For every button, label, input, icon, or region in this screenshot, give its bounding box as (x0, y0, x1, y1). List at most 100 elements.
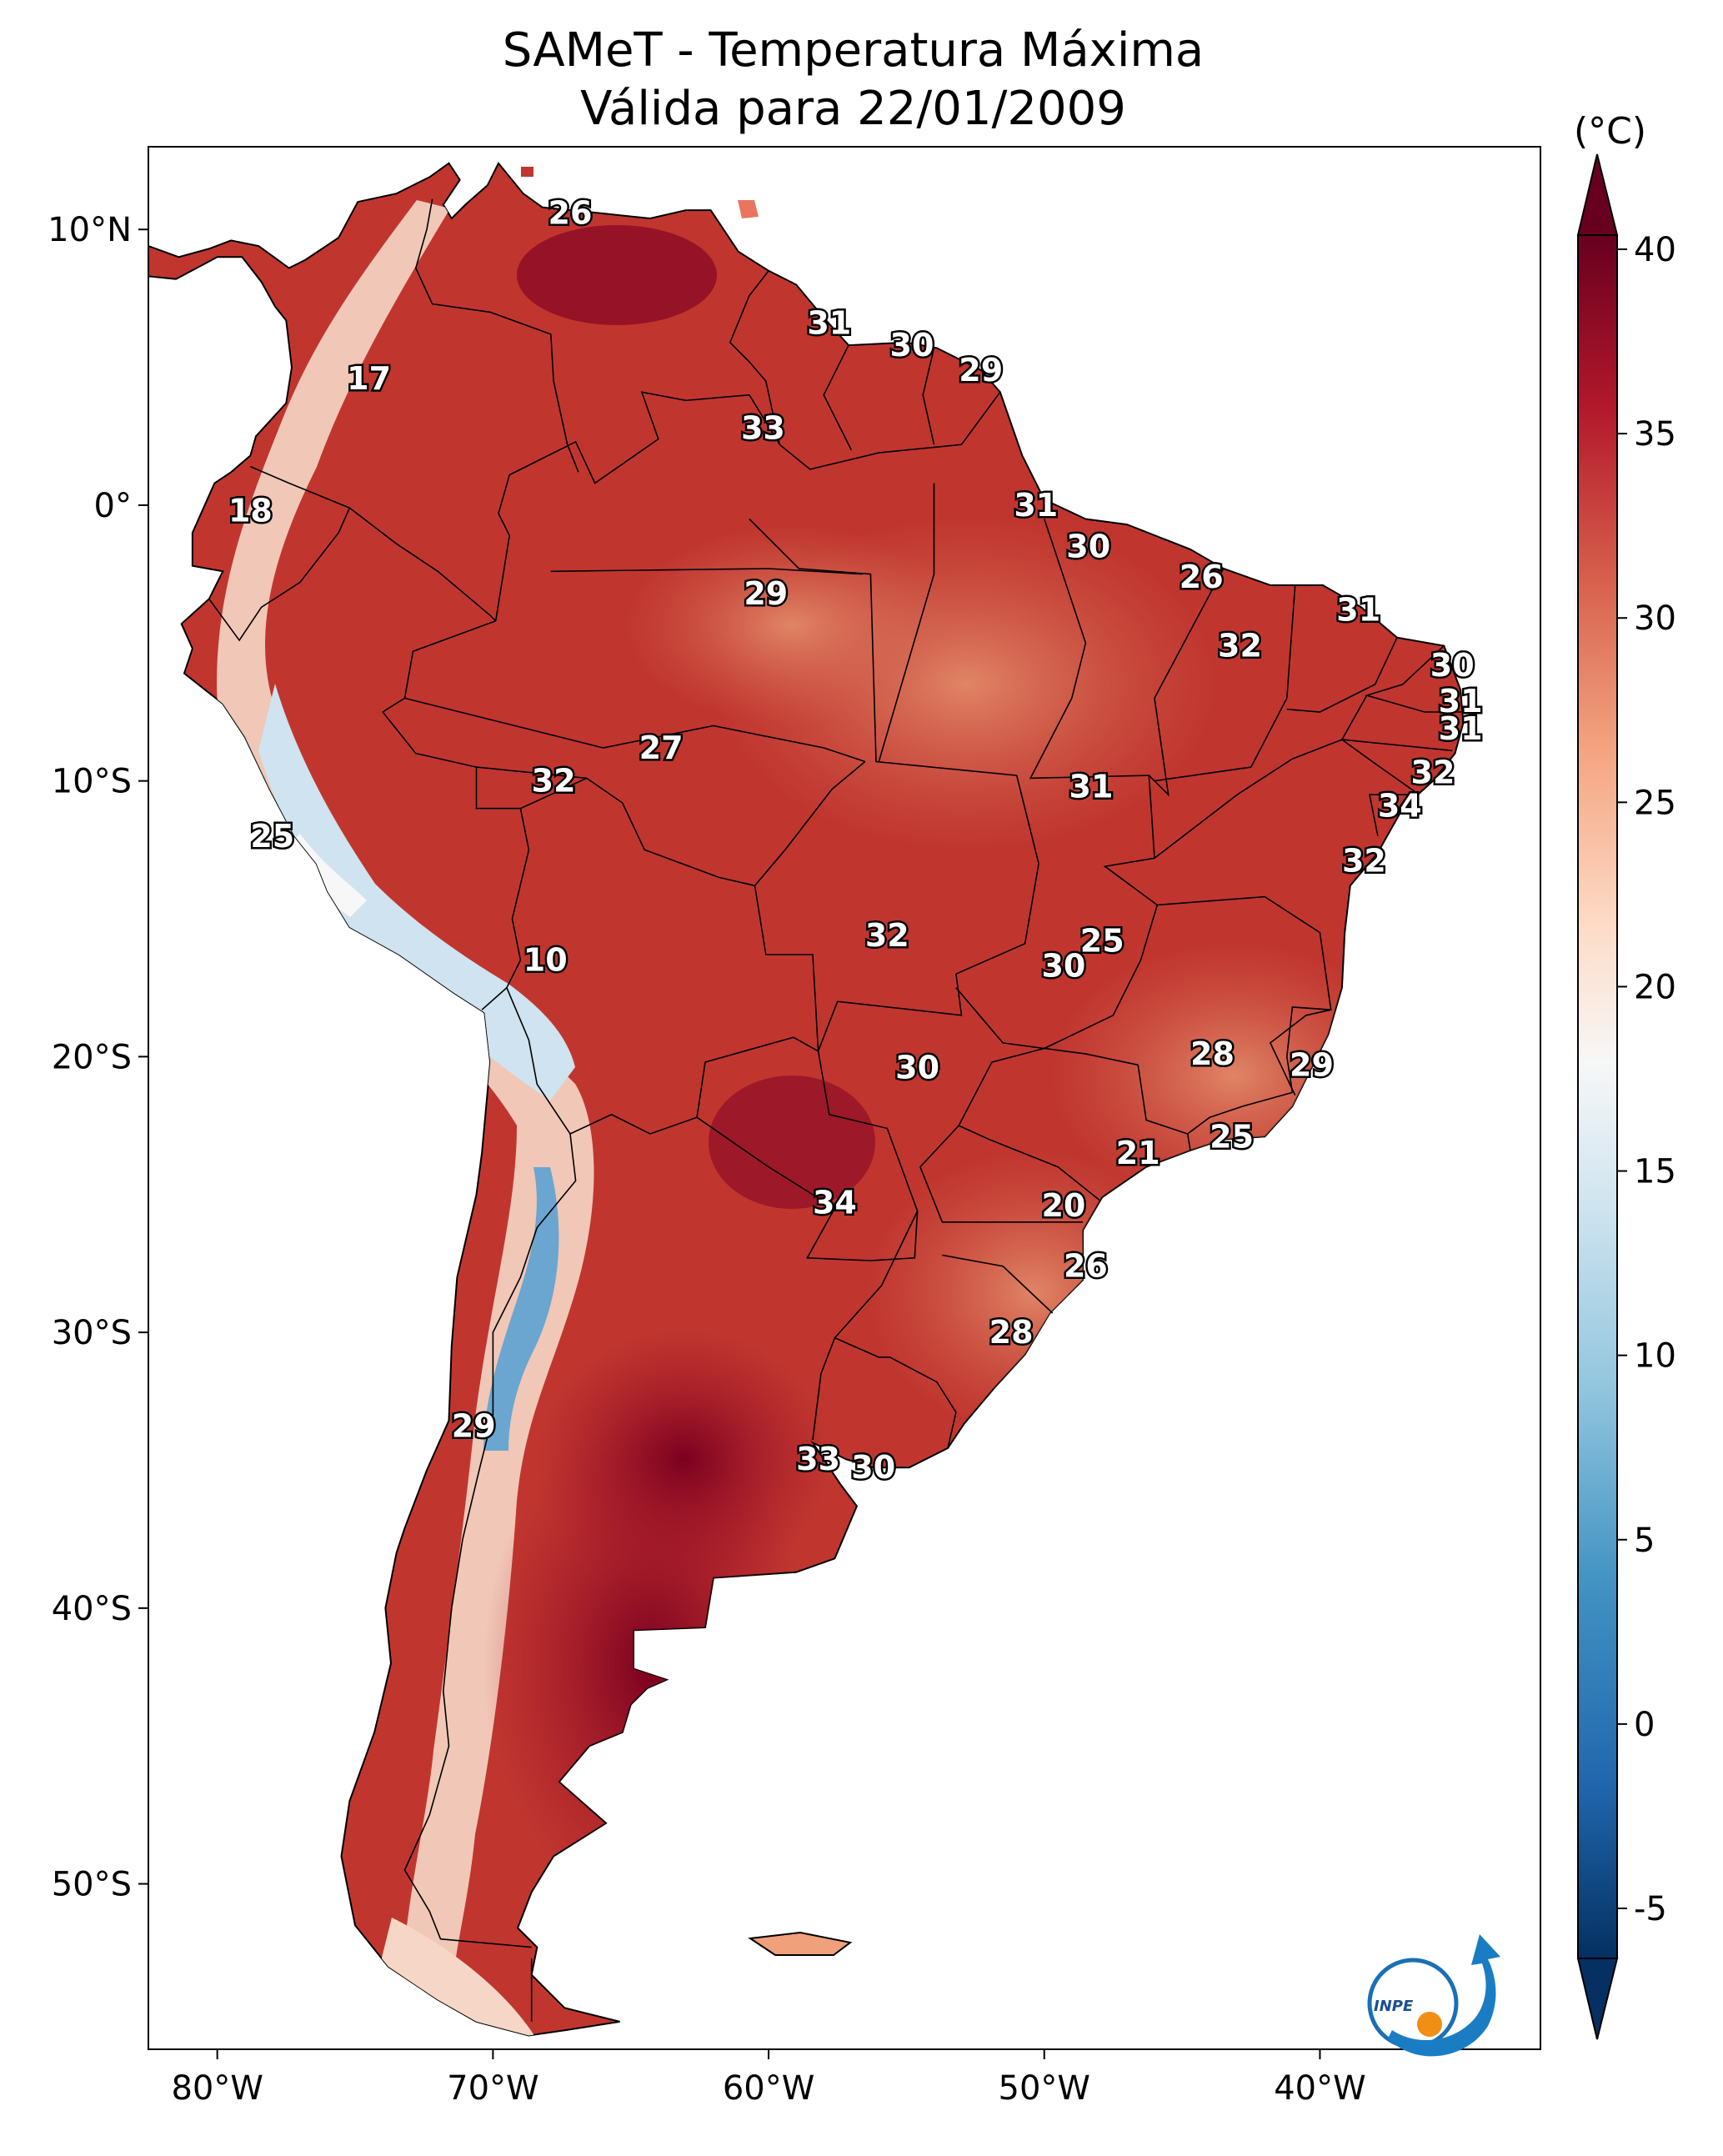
border-line (834, 1211, 919, 1339)
station-value-label: 34 (813, 1185, 857, 1221)
lat-tick-label: 10°N (48, 211, 132, 249)
border-line (381, 620, 521, 810)
colorbar-bar (1577, 234, 1618, 1959)
lon-tick-label: 40°W (1274, 2069, 1365, 2108)
station-value-label: 28 (989, 1314, 1034, 1351)
station-value-label: 31 (1439, 683, 1483, 720)
lat-tick-label: 10°S (52, 763, 132, 801)
border-line (476, 766, 587, 780)
station-value-label: 32 (1342, 843, 1386, 880)
colorbar-min-extend (1576, 1958, 1619, 2040)
map-title: SAMeT - Temperatura Máxima (502, 23, 1205, 78)
station-value-label: 30 (1066, 529, 1110, 565)
border-line (550, 568, 863, 575)
station-value-label: 26 (548, 194, 593, 231)
lat-tick-label: 0° (94, 487, 132, 525)
colorbar-tick-label: 25 (1634, 784, 1676, 822)
lat-tick-label: 50°S (52, 1866, 132, 1904)
border-line (1154, 739, 1420, 859)
station-value-label: 31 (1014, 487, 1058, 524)
border-line (208, 507, 351, 642)
lon-tick-label: 80°W (171, 2069, 263, 2108)
station-value-label: 21 (1116, 1135, 1160, 1171)
station-value-label: 30 (890, 327, 934, 364)
station-value-label: 31 (807, 305, 851, 342)
colorbar-tick-label: 40 (1634, 231, 1676, 269)
border-line (414, 198, 579, 473)
station-value-label: 30 (1430, 647, 1475, 684)
border-line (1148, 568, 1225, 797)
station-value-label: 31 (1336, 592, 1380, 629)
longitude-ticks: 80°W 70°W 60°W 50°W 40°W (171, 2049, 1366, 2108)
station-value-label: 33 (796, 1441, 840, 1477)
colorbar-tick-label: 30 (1634, 599, 1676, 638)
station-value-label: 29 (959, 352, 1003, 389)
colorbar-tick-label: 0 (1634, 1706, 1655, 1744)
colorbar-ticks: 40 35 30 25 20 15 10 5 0 -5 (1617, 231, 1676, 1928)
border-line (942, 1254, 1054, 1314)
map-subtitle: Válida para 22/01/2009 (580, 82, 1126, 136)
station-value-label: 30 (1041, 947, 1085, 984)
station-value-label: 31 (1439, 710, 1483, 747)
station-value-label: 25 (250, 818, 294, 855)
station-value-label: 30 (895, 1050, 939, 1086)
political-borders (208, 198, 1464, 2022)
border-line (1269, 1009, 1331, 1096)
colorbar-tick-label: 15 (1634, 1153, 1676, 1191)
station-value-label: 18 (228, 493, 273, 529)
station-value-label: 27 (639, 730, 684, 766)
station-value-label: 29 (1290, 1046, 1334, 1083)
colorbar-tick-label: 20 (1634, 968, 1676, 1006)
colorbar-unit: (°C) (1574, 110, 1646, 153)
colorbar: (°C) 40 35 30 25 20 15 10 5 0 -5 (1574, 110, 1676, 2040)
border-line (1154, 584, 1296, 782)
border-line (749, 518, 1039, 1052)
lon-tick-label: 60°W (723, 2069, 814, 2108)
station-value-label: 10 (523, 942, 568, 979)
station-value-label: 32 (1218, 628, 1262, 664)
border-line (1186, 1091, 1293, 1151)
station-value-label: 34 (1378, 787, 1422, 824)
lat-tick-label: 30°S (52, 1314, 132, 1352)
border-line (696, 1050, 919, 1261)
inpe-logo: INPE (1367, 1934, 1500, 2057)
station-value-label: 29 (452, 1408, 496, 1445)
border-line (919, 1125, 1083, 1223)
border-line (754, 760, 866, 886)
station-value-label: 32 (1411, 755, 1455, 791)
station-value-label: 20 (1041, 1187, 1085, 1224)
lat-tick-label: 20°S (52, 1038, 132, 1076)
station-value-label: 28 (1190, 1035, 1235, 1072)
border-line (1369, 794, 1420, 836)
station-value-label: 25 (1080, 923, 1124, 960)
border-line (823, 344, 853, 451)
logo-text: INPE (1374, 1998, 1414, 2015)
border-line (506, 777, 819, 1136)
colorbar-max-extend (1576, 153, 1619, 236)
colorbar-tick-label: -5 (1634, 1890, 1667, 1928)
border-line (958, 1047, 1188, 1201)
border-line (922, 348, 935, 445)
border-line (404, 697, 866, 763)
station-value-label: 25 (1210, 1118, 1254, 1155)
station-value-label: 31 (1069, 768, 1114, 805)
lat-tick-label: 40°S (52, 1590, 132, 1628)
station-value-label: 33 (741, 409, 785, 446)
station-value-label: 29 (744, 575, 788, 612)
station-value-label: 17 (347, 360, 391, 397)
station-value-label: 26 (1064, 1248, 1108, 1285)
border-line (1286, 637, 1398, 713)
lon-tick-label: 70°W (447, 2069, 538, 2108)
border-line (494, 391, 1001, 621)
border-line (481, 808, 530, 1010)
border-line (878, 483, 935, 762)
colorbar-tick-label: 5 (1634, 1522, 1655, 1560)
station-value-label: 26 (1180, 559, 1224, 595)
border-line (403, 1133, 577, 1948)
station-value-label: 30 (851, 1449, 895, 1486)
border-line (812, 1336, 957, 1449)
colorbar-tick-label: 35 (1634, 415, 1676, 454)
lon-tick-label: 50°W (999, 2069, 1090, 2108)
